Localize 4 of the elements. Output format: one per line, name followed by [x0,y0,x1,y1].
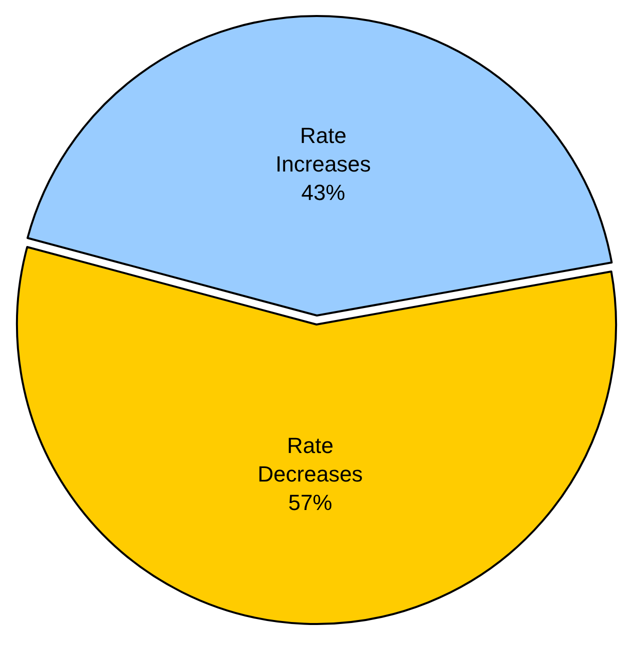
data-label: 43% [301,180,346,206]
slice-label: Rate Increases [276,122,371,177]
slice-label: Rate Decreases [258,433,363,487]
data-label: 57% [288,490,332,516]
